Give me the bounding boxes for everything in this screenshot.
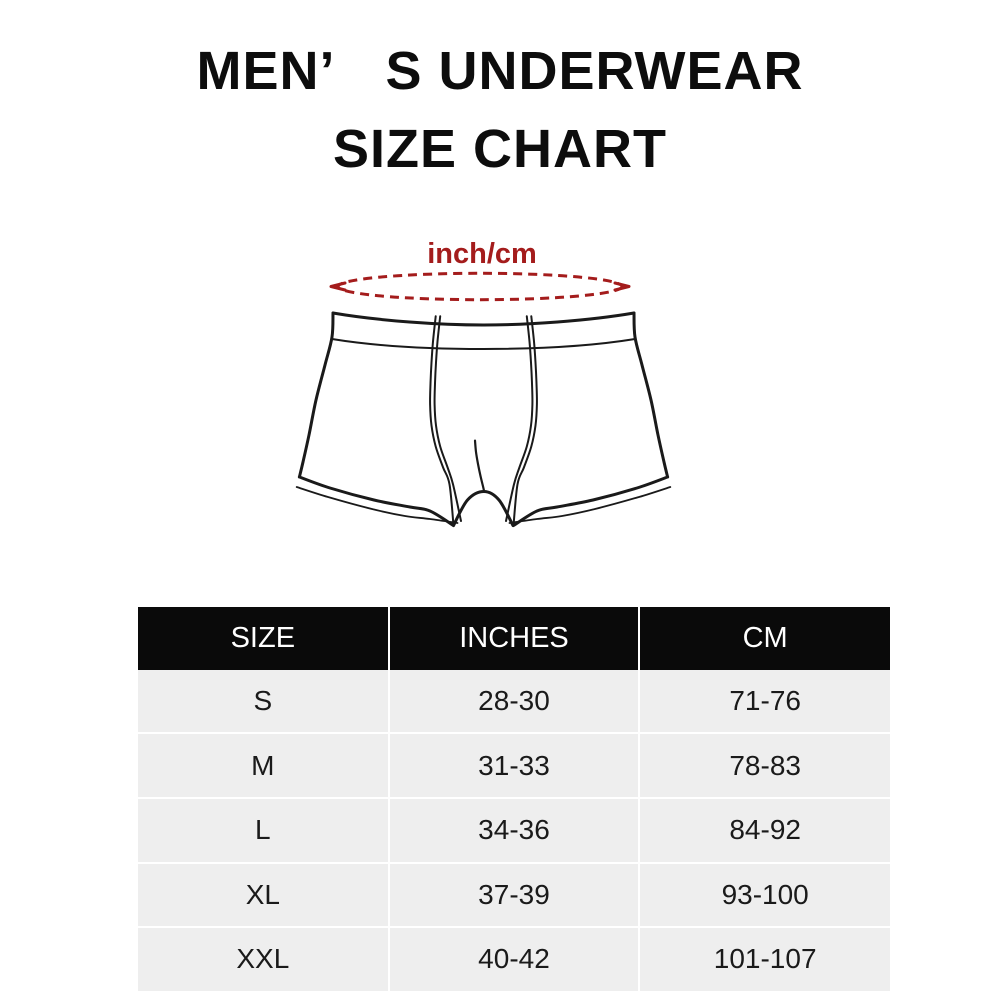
svg-text:inch/cm: inch/cm	[427, 238, 537, 270]
